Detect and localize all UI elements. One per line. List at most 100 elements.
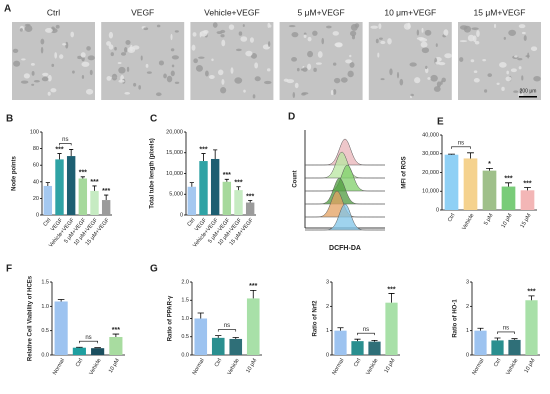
cell (242, 24, 245, 28)
y-tick-label: 0 (436, 207, 439, 213)
cell (332, 62, 337, 66)
cell (307, 63, 312, 70)
cell (506, 70, 510, 75)
bar (229, 338, 243, 355)
cell (533, 75, 541, 82)
cell (170, 48, 175, 52)
cell (333, 77, 341, 84)
cell (421, 27, 424, 33)
bar (66, 156, 76, 215)
y-axis-label: MFI of ROS (402, 156, 408, 188)
cell (166, 75, 173, 83)
cell (123, 47, 128, 53)
cell (349, 61, 355, 68)
error-bar (354, 338, 361, 342)
cell (518, 66, 522, 70)
significance: *** (234, 180, 242, 187)
error-bar (104, 194, 109, 201)
significance: ns (363, 327, 369, 333)
bracket (451, 146, 471, 149)
cell (30, 63, 35, 66)
bar (43, 185, 53, 215)
error-bar (201, 153, 206, 162)
cell (378, 23, 382, 30)
scale-bar-label: 200 μm (520, 88, 537, 94)
cell (13, 60, 21, 67)
cell (81, 61, 90, 67)
bar (491, 340, 504, 355)
cell (499, 62, 507, 68)
cell (192, 32, 197, 37)
cell (40, 38, 45, 45)
cell (525, 55, 530, 58)
cell (326, 25, 332, 29)
x-tick-label: 10 μM (245, 357, 258, 374)
cell (114, 46, 117, 51)
cell (12, 48, 19, 54)
significance: ns (503, 326, 509, 332)
error-bar (337, 327, 344, 331)
significance: *** (223, 172, 231, 179)
cell (54, 52, 58, 59)
cell (294, 82, 299, 89)
cell (291, 57, 298, 62)
error-bar (45, 182, 50, 186)
cell (200, 30, 208, 37)
cell (238, 31, 243, 36)
cell (140, 55, 143, 61)
cell (303, 32, 307, 36)
cell (220, 34, 225, 38)
cell (47, 91, 51, 96)
cell (354, 23, 360, 28)
cell (263, 80, 272, 85)
cell (174, 30, 179, 33)
cell (31, 83, 35, 86)
cell (300, 68, 304, 71)
cell (463, 25, 472, 33)
error-bar (57, 299, 65, 302)
y-tick-label: 2.0 (181, 279, 189, 285)
histogram-curve (305, 203, 385, 231)
cell (86, 46, 91, 51)
bracket (59, 143, 72, 146)
cell (267, 22, 271, 28)
cell (44, 28, 53, 33)
image-label: 15 μM+VEGF (474, 7, 526, 17)
cell (234, 77, 243, 84)
bar (199, 161, 208, 215)
cell (163, 73, 167, 79)
y-tick-label: 15,000 (166, 150, 183, 156)
cell (171, 55, 179, 60)
cell (433, 86, 441, 92)
bar (187, 186, 197, 215)
cell (291, 31, 299, 38)
cell (132, 45, 140, 50)
bar (501, 186, 516, 210)
cell (430, 74, 438, 82)
y-tick-label: 1 (326, 328, 329, 334)
cell (517, 92, 524, 97)
cell (523, 35, 527, 42)
cell (396, 71, 400, 79)
cell (117, 61, 122, 65)
cell (47, 74, 52, 82)
error-bar (486, 167, 493, 171)
bar (78, 178, 88, 215)
error-bar (189, 182, 194, 187)
cell (399, 78, 404, 86)
scale-bar (519, 96, 537, 98)
y-tick-label: 0.5 (181, 334, 189, 340)
y-tick-label: 1.0 (41, 304, 49, 310)
significance: *** (102, 188, 110, 195)
cell (198, 56, 205, 59)
cell (41, 76, 49, 82)
bar (245, 202, 255, 215)
x-tick-label: Normal (192, 358, 206, 376)
cell (317, 51, 323, 58)
cell (421, 47, 430, 54)
cell (443, 29, 449, 36)
x-tick-label: Ctrl (75, 358, 84, 368)
y-tick-label: 0.5 (41, 328, 49, 334)
cell (24, 23, 31, 27)
